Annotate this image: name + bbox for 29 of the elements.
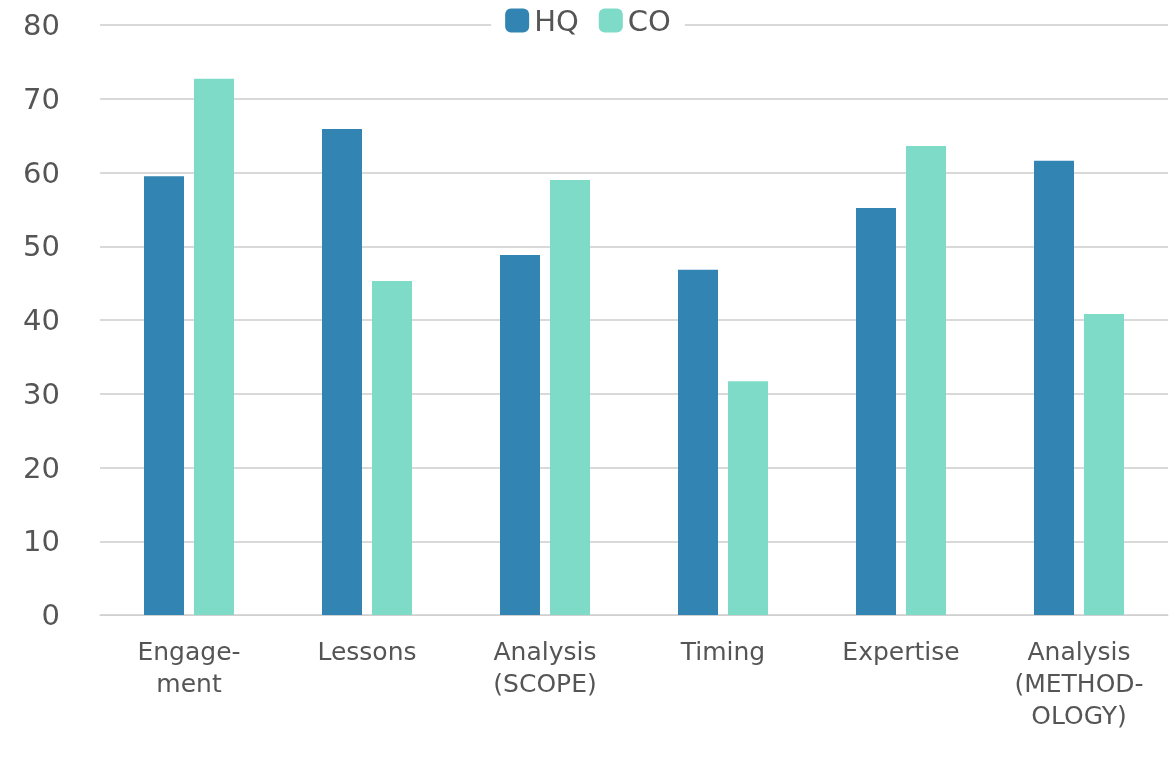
bar xyxy=(500,255,540,615)
y-tick-label: 30 xyxy=(23,376,60,411)
legend-label: HQ xyxy=(534,3,579,38)
y-tick-label: 60 xyxy=(23,155,60,190)
bar xyxy=(322,128,362,615)
y-tick-label: 40 xyxy=(23,303,60,337)
bar xyxy=(550,179,590,615)
y-tick-label: 50 xyxy=(23,229,60,264)
bar xyxy=(194,78,234,615)
bar xyxy=(372,280,412,615)
bar xyxy=(144,176,184,615)
bar xyxy=(1084,314,1124,615)
x-tick-label: Lessons xyxy=(317,636,417,666)
x-tick-label: Analysis (METHOD- OLOGY) xyxy=(1014,636,1144,730)
y-tick-label: 10 xyxy=(23,524,60,559)
x-tick-label: Timing xyxy=(679,636,766,666)
x-tick-label: Analysis (SCOPE) xyxy=(493,636,597,698)
bar xyxy=(678,269,718,615)
y-tick-label: 70 xyxy=(23,81,60,116)
y-tick-label: 20 xyxy=(23,450,60,485)
bar xyxy=(728,381,768,615)
y-tick-label: 0 xyxy=(41,598,60,632)
x-tick-label: Engage- ment xyxy=(137,636,241,698)
bar xyxy=(856,207,896,615)
x-tick-label: Expertise xyxy=(842,636,960,666)
legend-label: CO xyxy=(627,3,671,38)
y-tick-label: 80 xyxy=(23,8,60,42)
bar xyxy=(1034,160,1074,615)
bar xyxy=(906,145,946,615)
